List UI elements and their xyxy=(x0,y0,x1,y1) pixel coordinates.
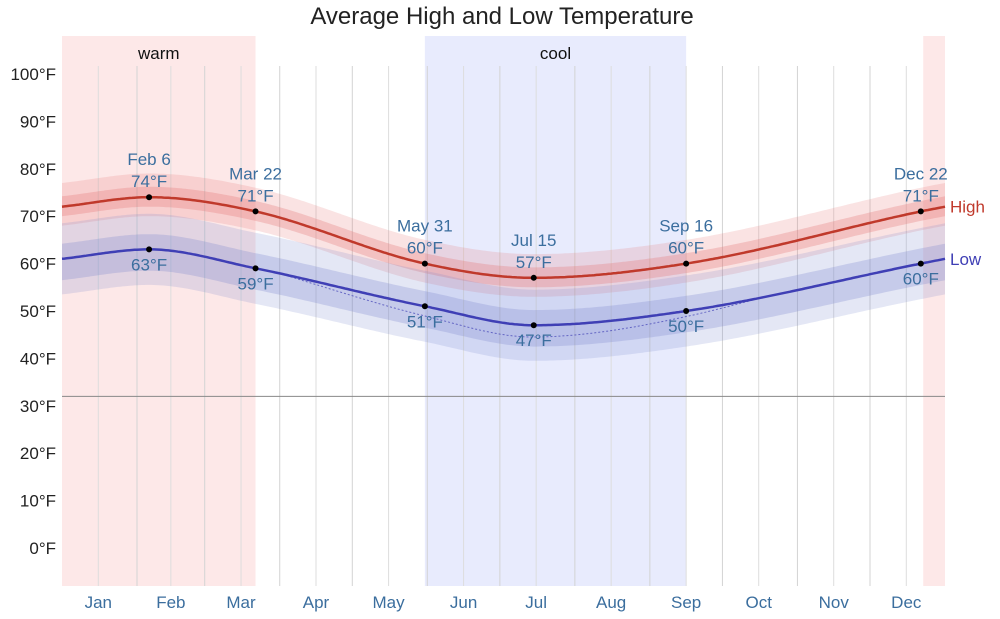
y-tick-label: 70°F xyxy=(20,207,56,226)
data-point-high xyxy=(530,274,537,281)
annotation-value: 51°F xyxy=(407,312,443,331)
band-high xyxy=(62,173,945,297)
y-tick-label: 40°F xyxy=(20,349,56,368)
data-point-low xyxy=(421,303,428,310)
season-region xyxy=(62,36,256,586)
annotation-value: 60°F xyxy=(407,239,443,258)
band-high xyxy=(62,186,945,288)
data-point-high xyxy=(917,208,924,215)
y-tick-label: 10°F xyxy=(20,492,56,511)
season-region xyxy=(923,36,945,586)
annotation-value: 50°F xyxy=(668,317,704,336)
annotation-date: Feb 6 xyxy=(127,150,170,169)
annotation-value: 74°F xyxy=(131,172,167,191)
y-tick-label: 100°F xyxy=(10,65,56,84)
season-label-cool: cool xyxy=(540,44,571,63)
data-point-high xyxy=(252,208,259,215)
x-tick-label: Aug xyxy=(596,593,626,612)
x-tick-label: Jan xyxy=(85,593,112,612)
annotation-date: May 31 xyxy=(397,217,453,236)
x-tick-label: Jun xyxy=(450,593,477,612)
annotation-value: 71°F xyxy=(237,186,273,205)
annotation-date: Dec 22 xyxy=(894,164,948,183)
y-tick-label: 60°F xyxy=(20,255,56,274)
x-tick-label: Apr xyxy=(303,593,330,612)
x-tick-label: Sep xyxy=(671,593,701,612)
y-tick-label: 30°F xyxy=(20,397,56,416)
annotation-date: Jul 15 xyxy=(511,231,556,250)
band-low xyxy=(62,234,945,347)
y-tick-label: 90°F xyxy=(20,112,56,131)
annotation-value: 57°F xyxy=(516,253,552,272)
data-point-high xyxy=(146,194,153,201)
data-point-low xyxy=(683,308,690,314)
annotation-value: 59°F xyxy=(237,274,273,293)
annotation-date: Mar 22 xyxy=(229,164,282,183)
annotation-value: 47°F xyxy=(516,331,552,350)
series-line-low xyxy=(61,248,946,327)
x-tick-label: Mar xyxy=(226,593,256,612)
x-tick-label: Dec xyxy=(891,593,922,612)
annotation-value: 60°F xyxy=(668,239,704,258)
chart-title: Average High and Low Temperature xyxy=(310,3,693,30)
data-point-low xyxy=(530,322,537,329)
annotation-value: 71°F xyxy=(903,186,939,205)
y-tick-label: 20°F xyxy=(20,444,56,463)
y-tick-label: 50°F xyxy=(20,302,56,321)
data-point-high xyxy=(683,260,690,267)
annotation-value: 63°F xyxy=(131,255,167,274)
x-tick-label: May xyxy=(373,593,406,612)
legend-label-high: High xyxy=(950,198,985,217)
x-tick-label: Nov xyxy=(819,593,850,612)
data-point-high xyxy=(421,260,428,267)
data-point-low xyxy=(917,260,924,267)
annotation-date: Sep 16 xyxy=(659,217,713,236)
data-point-low xyxy=(252,265,259,272)
x-tick-label: Jul xyxy=(525,593,547,612)
series-line-high xyxy=(61,195,946,280)
data-point-low xyxy=(146,246,153,253)
x-tick-label: Oct xyxy=(745,593,772,612)
annotation-value: 60°F xyxy=(903,270,939,289)
legend-label-low: Low xyxy=(950,250,982,269)
band-low xyxy=(62,213,945,361)
y-tick-label: 80°F xyxy=(20,160,56,179)
y-tick-label: 0°F xyxy=(29,539,56,558)
season-region xyxy=(424,36,687,586)
season-label-warm: warm xyxy=(137,44,180,63)
x-tick-label: Feb xyxy=(156,593,185,612)
